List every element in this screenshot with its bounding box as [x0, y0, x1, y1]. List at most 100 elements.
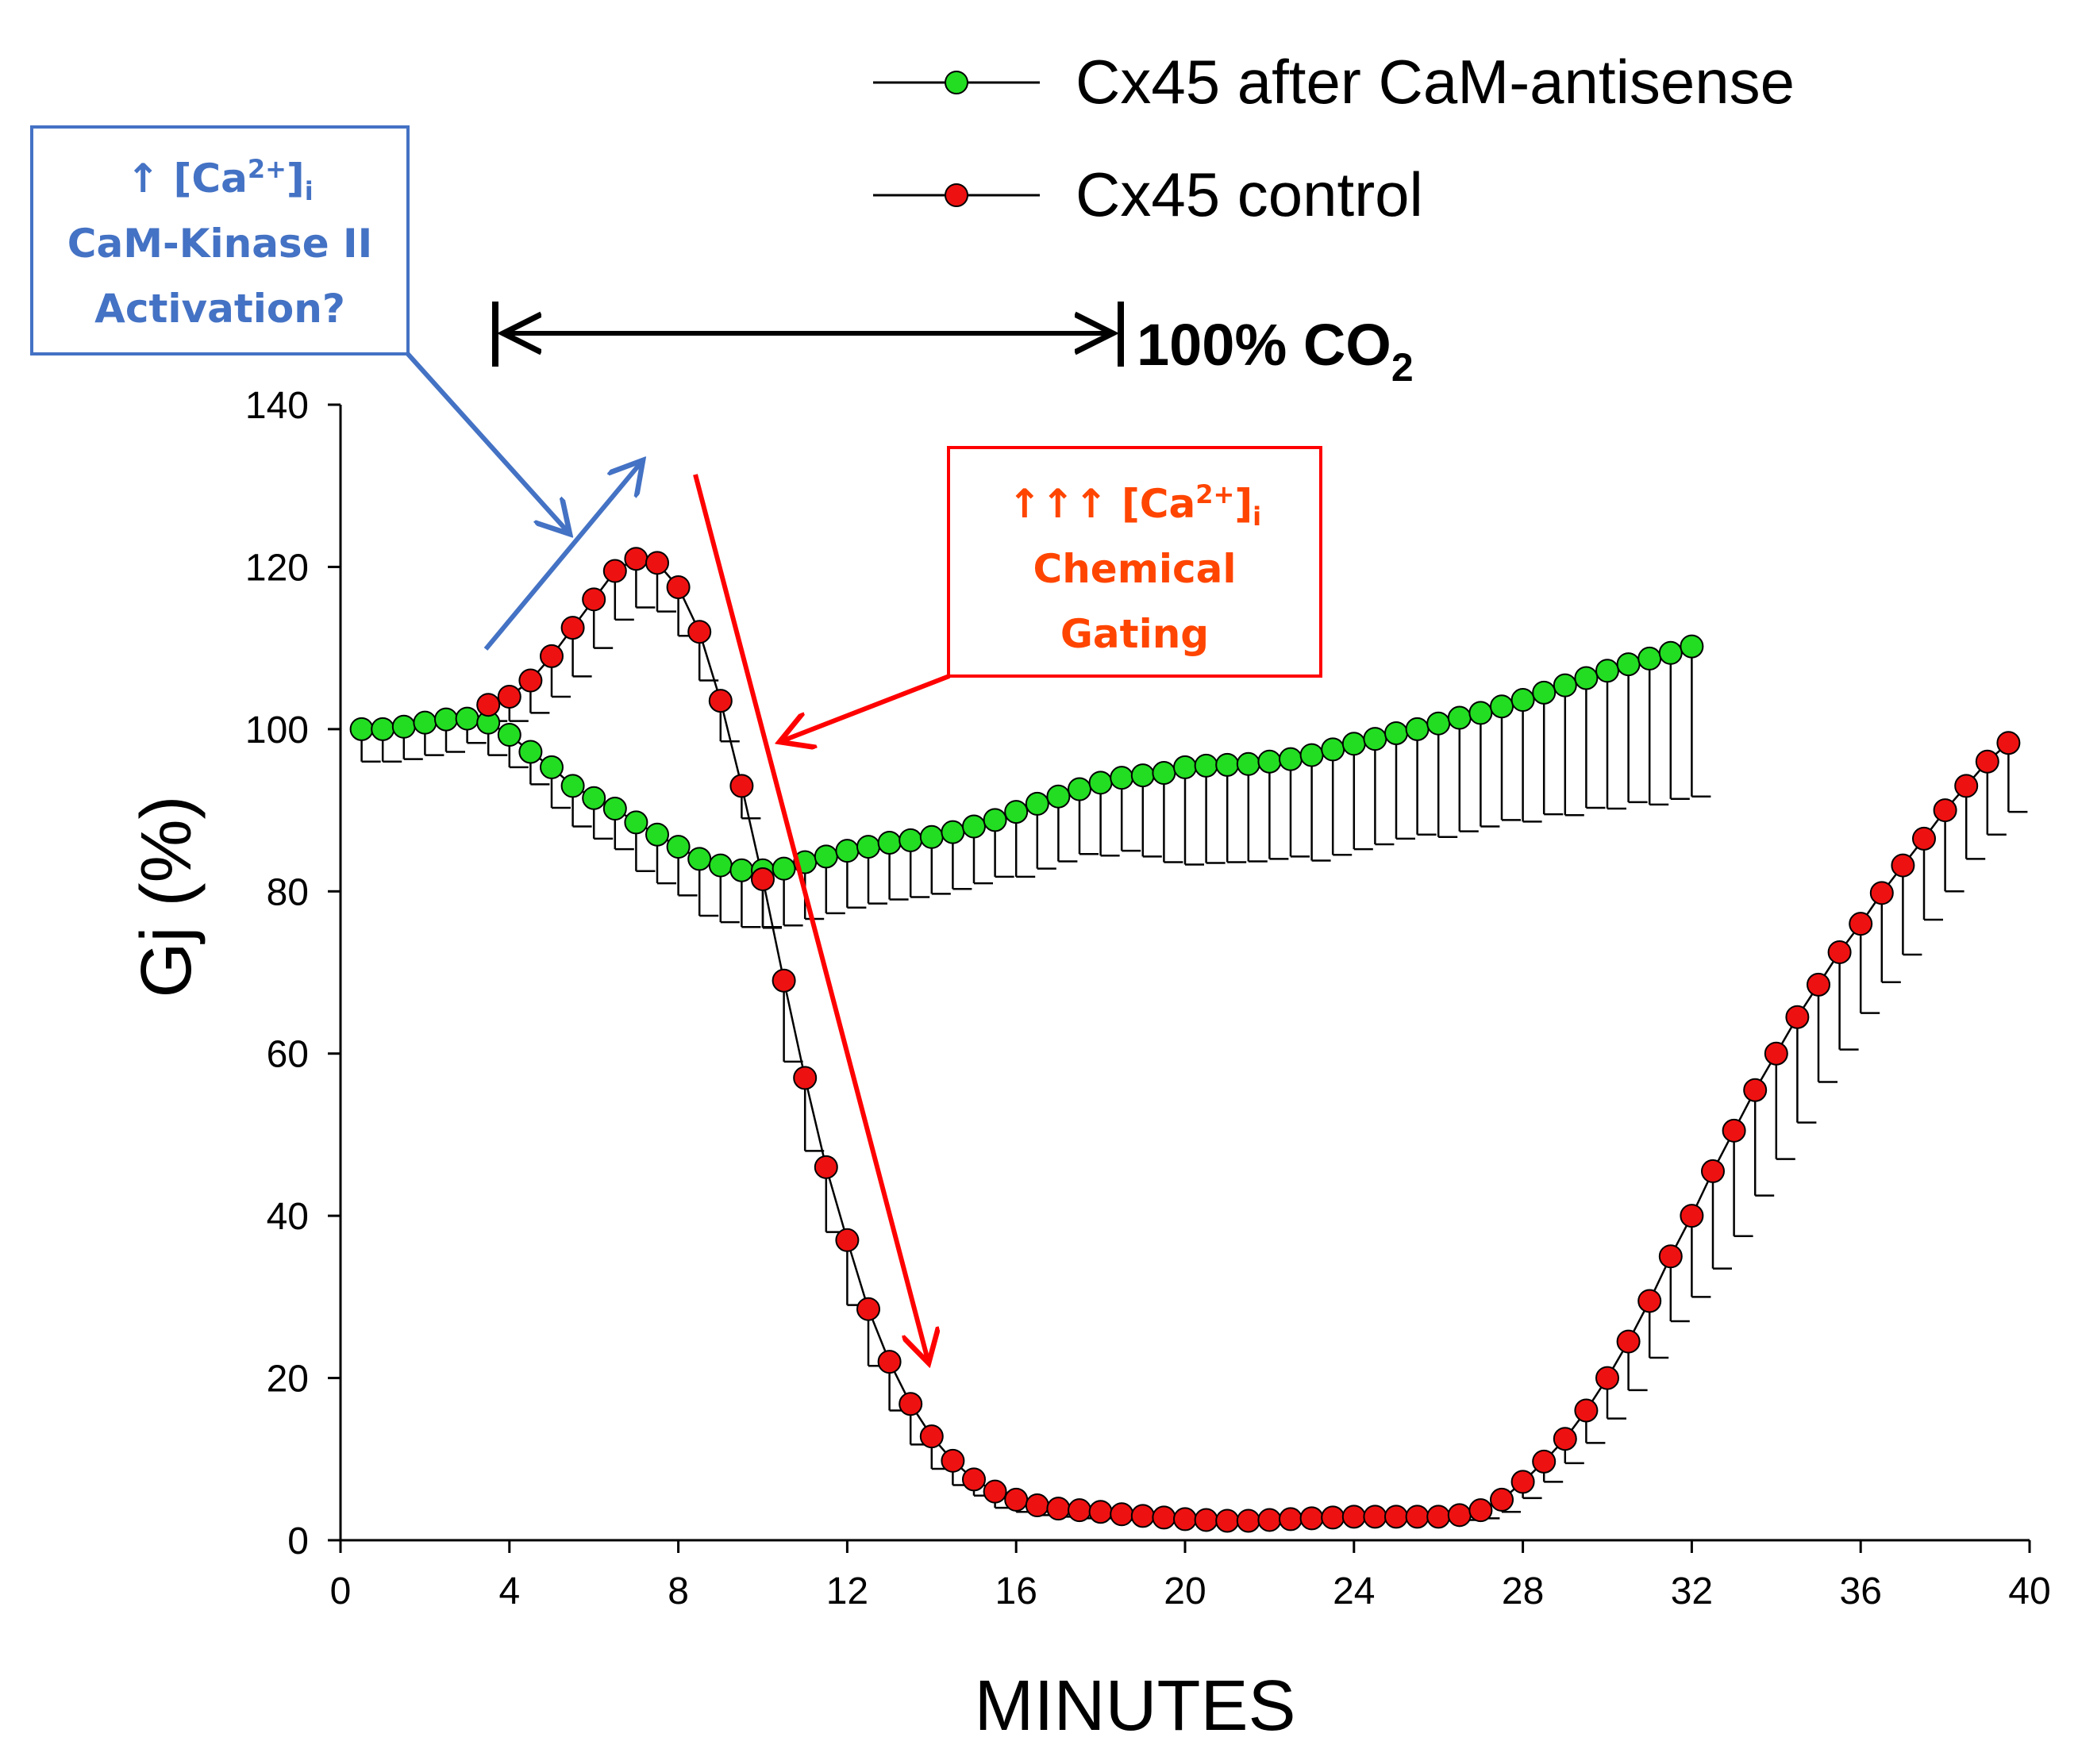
point-green — [1341, 732, 1366, 756]
point-green — [1447, 705, 1472, 730]
point-red — [1447, 1503, 1472, 1528]
point-green — [1321, 737, 1345, 762]
point-green — [560, 774, 585, 798]
point-red — [835, 1228, 860, 1252]
point-red — [1468, 1498, 1493, 1523]
axis-ticks: 0 4 8 12 16 20 24 28 32 36 40 0 20 40 60 80 100 120 140 — [245, 385, 2051, 1612]
x-tick-label: 4 — [498, 1570, 520, 1612]
point-red — [1807, 972, 1830, 997]
point-green — [1299, 743, 1324, 767]
point-red — [1321, 1505, 1345, 1530]
point-red — [1173, 1507, 1197, 1531]
point-red — [1785, 1005, 1810, 1029]
point-green — [877, 830, 902, 855]
point-red — [1849, 912, 1873, 936]
point-red — [1532, 1449, 1557, 1474]
annotation-camkinase-line1: ↑ [Ca2+]i — [126, 154, 314, 206]
y-tick-label: 100 — [245, 709, 309, 751]
point-red — [518, 668, 543, 693]
co2-label-main: 100% CO — [1137, 312, 1391, 378]
point-red — [729, 774, 754, 798]
point-green — [1405, 717, 1430, 741]
point-green — [1553, 673, 1577, 698]
y-tick-label: 0 — [287, 1520, 309, 1562]
point-red — [1110, 1502, 1134, 1527]
series-lines — [361, 557, 2010, 1522]
point-red — [666, 575, 691, 599]
point-red — [1933, 798, 1957, 823]
y-tick-label: 20 — [267, 1359, 309, 1401]
blue-rise-arrow — [483, 460, 643, 651]
blue-pointer-arrow — [404, 350, 570, 534]
point-red — [582, 587, 606, 612]
point-red — [1215, 1508, 1240, 1533]
point-red — [1510, 1470, 1535, 1494]
point-red — [1616, 1329, 1641, 1354]
series-line-green — [361, 645, 1692, 871]
point-green — [1658, 640, 1683, 665]
point-red — [751, 867, 775, 891]
x-tick-label: 40 — [2008, 1570, 2050, 1612]
point-red — [1257, 1508, 1282, 1532]
point-red — [645, 551, 669, 575]
point-green — [1194, 753, 1218, 778]
point-red — [1975, 749, 1999, 774]
point-red — [560, 616, 585, 640]
point-red — [793, 1066, 818, 1090]
x-tick-label: 0 — [330, 1570, 352, 1612]
point-red — [1363, 1505, 1387, 1529]
point-red — [1891, 853, 1915, 878]
point-red — [941, 1448, 965, 1473]
y-tick-label: 80 — [267, 871, 309, 913]
point-red — [1426, 1505, 1451, 1529]
co2-label: 100% CO2 — [1137, 312, 1414, 390]
y-axis-label: Gj (%) — [127, 796, 206, 998]
point-red — [962, 1467, 986, 1492]
y-tick-label: 40 — [267, 1196, 309, 1238]
point-green — [1574, 666, 1599, 690]
point-red — [1152, 1505, 1176, 1530]
y-tick-label: 60 — [267, 1034, 309, 1076]
x-tick-label: 12 — [826, 1570, 868, 1612]
point-red — [1743, 1078, 1768, 1102]
point-green — [1279, 747, 1303, 771]
point-green — [1680, 634, 1704, 659]
co2-label-sub: 2 — [1391, 345, 1414, 390]
point-green — [1130, 763, 1155, 788]
point-green — [582, 786, 606, 810]
x-tick-label: 16 — [995, 1570, 1037, 1612]
point-red — [899, 1392, 923, 1416]
point-green — [899, 828, 923, 852]
point-red — [1490, 1487, 1514, 1512]
point-green — [708, 853, 733, 878]
point-red — [1954, 774, 1979, 798]
up-arrow-icon: ↑ — [126, 156, 160, 202]
point-red — [772, 968, 796, 993]
point-red — [1722, 1118, 1746, 1143]
point-red — [1025, 1493, 1049, 1518]
annotation-gating-line2: Chemical — [1033, 546, 1237, 592]
point-green — [455, 706, 479, 731]
point-red — [983, 1479, 1007, 1504]
point-red — [540, 644, 564, 668]
point-red — [1680, 1204, 1704, 1228]
point-green — [1510, 688, 1535, 713]
point-red — [1764, 1041, 1788, 1066]
annotation-chemical-gating: ↑↑↑ [Ca2+]i Chemical Gating — [947, 446, 1322, 678]
point-green — [1088, 771, 1113, 795]
x-tick-label: 20 — [1164, 1570, 1206, 1612]
point-green — [856, 835, 880, 859]
point-green — [1068, 777, 1091, 801]
annotation-gating-line1: ↑↑↑ [Ca2+]i — [1007, 479, 1262, 532]
point-red — [1658, 1244, 1683, 1269]
point-green — [1468, 701, 1493, 725]
point-red — [624, 547, 648, 571]
point-red — [814, 1155, 838, 1179]
x-tick-label: 24 — [1333, 1570, 1375, 1612]
x-tick-label: 8 — [668, 1570, 689, 1612]
point-red — [1827, 940, 1852, 964]
point-green — [729, 858, 754, 882]
point-green — [1616, 652, 1641, 677]
legend-marker-red — [945, 183, 968, 207]
point-green — [624, 810, 648, 835]
